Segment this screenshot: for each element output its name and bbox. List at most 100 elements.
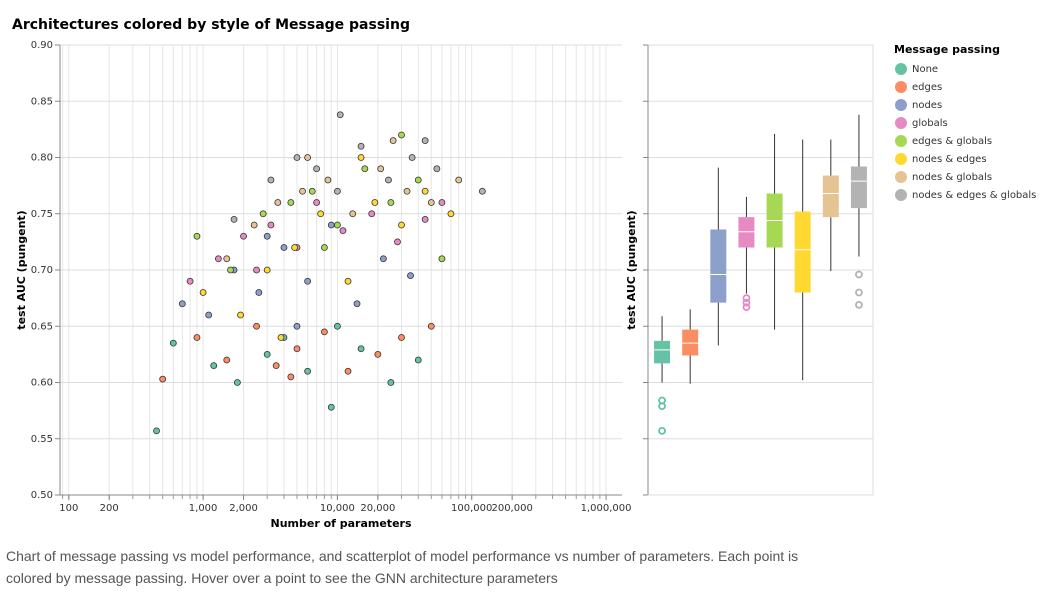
point bbox=[320, 244, 328, 251]
box bbox=[682, 329, 699, 356]
legend-label: globals bbox=[912, 118, 948, 129]
point bbox=[334, 322, 341, 330]
x-tick-label: 1,000,000 bbox=[581, 503, 632, 514]
point bbox=[227, 266, 234, 274]
point bbox=[349, 210, 357, 218]
point bbox=[272, 362, 280, 370]
x-tick-label: 200 bbox=[100, 503, 119, 514]
caption: Chart of message passing vs model perfor… bbox=[6, 548, 799, 586]
outlier bbox=[658, 402, 666, 411]
y-tick-label: 0.70 bbox=[31, 265, 53, 276]
legend-label: edges & globals bbox=[912, 136, 992, 147]
point bbox=[205, 311, 213, 319]
x-tick-label: 100,000 bbox=[451, 503, 492, 514]
point bbox=[398, 334, 405, 341]
outlier bbox=[855, 288, 863, 297]
point bbox=[263, 350, 271, 358]
point bbox=[287, 373, 295, 381]
point bbox=[210, 362, 218, 370]
point bbox=[353, 300, 361, 308]
point bbox=[313, 165, 321, 173]
box bbox=[822, 175, 839, 218]
y-tick-label: 0.80 bbox=[31, 153, 53, 164]
point bbox=[414, 176, 422, 184]
point bbox=[237, 311, 244, 319]
point bbox=[159, 375, 167, 383]
point bbox=[267, 176, 275, 184]
point bbox=[334, 221, 341, 229]
y-tick-label: 0.65 bbox=[31, 321, 53, 332]
legend-swatch bbox=[895, 135, 907, 147]
y-axis-label: test AUC (pungent) bbox=[625, 210, 638, 329]
y-tick-label: 0.60 bbox=[31, 378, 53, 389]
point bbox=[223, 356, 231, 364]
point bbox=[421, 137, 429, 145]
point bbox=[193, 334, 201, 341]
point bbox=[414, 356, 422, 364]
point bbox=[223, 255, 231, 263]
point bbox=[193, 232, 201, 240]
point bbox=[293, 345, 301, 353]
point bbox=[313, 199, 321, 206]
point bbox=[308, 187, 316, 195]
point bbox=[438, 199, 446, 206]
point bbox=[438, 255, 446, 263]
point bbox=[334, 187, 341, 195]
x-tick-label: 200,000 bbox=[491, 503, 532, 514]
box bbox=[738, 217, 755, 248]
point bbox=[255, 289, 263, 296]
point bbox=[240, 232, 247, 240]
legend-swatch bbox=[895, 171, 907, 183]
legend-label: nodes & edges & globals bbox=[912, 190, 1036, 201]
point bbox=[293, 154, 301, 161]
point bbox=[304, 154, 312, 161]
point bbox=[361, 165, 369, 173]
point bbox=[277, 334, 285, 341]
legend-label: None bbox=[912, 64, 938, 75]
box bbox=[794, 211, 811, 293]
legend-swatch bbox=[895, 63, 907, 75]
legend-label: nodes & globals bbox=[912, 172, 992, 183]
point bbox=[344, 367, 352, 375]
y-tick-label: 0.85 bbox=[31, 96, 53, 107]
point bbox=[374, 350, 382, 358]
point bbox=[433, 165, 441, 173]
legend-swatch bbox=[895, 189, 907, 201]
point bbox=[199, 289, 207, 296]
point bbox=[377, 165, 385, 173]
point bbox=[317, 210, 325, 218]
box bbox=[710, 229, 727, 303]
outlier bbox=[742, 294, 751, 303]
legend-swatch bbox=[895, 99, 907, 111]
point bbox=[389, 137, 397, 145]
point bbox=[368, 210, 376, 218]
point bbox=[178, 300, 186, 308]
point bbox=[153, 427, 160, 435]
point bbox=[447, 210, 455, 218]
point bbox=[291, 244, 299, 251]
point bbox=[385, 176, 392, 184]
x-tick-label: 100 bbox=[59, 503, 78, 514]
point bbox=[267, 221, 275, 229]
outlier bbox=[742, 298, 751, 307]
y-tick-label: 0.50 bbox=[31, 490, 53, 501]
point bbox=[398, 131, 405, 139]
point bbox=[371, 199, 379, 206]
point bbox=[427, 199, 435, 206]
outlier bbox=[658, 426, 666, 435]
point bbox=[421, 187, 429, 195]
point bbox=[215, 255, 222, 263]
point bbox=[408, 154, 416, 161]
x-axis-label: Number of parameters bbox=[270, 517, 411, 530]
point bbox=[280, 244, 288, 251]
x-tick-label: 20,000 bbox=[360, 503, 395, 514]
point bbox=[287, 199, 295, 206]
point bbox=[394, 238, 401, 246]
y-tick-label: 0.90 bbox=[31, 40, 53, 51]
y-tick-label: 0.75 bbox=[31, 209, 53, 220]
legend-label: edges bbox=[912, 82, 942, 93]
legend-label: nodes bbox=[912, 100, 942, 111]
point bbox=[357, 154, 365, 161]
x-tick-label: 10,000 bbox=[320, 503, 355, 514]
